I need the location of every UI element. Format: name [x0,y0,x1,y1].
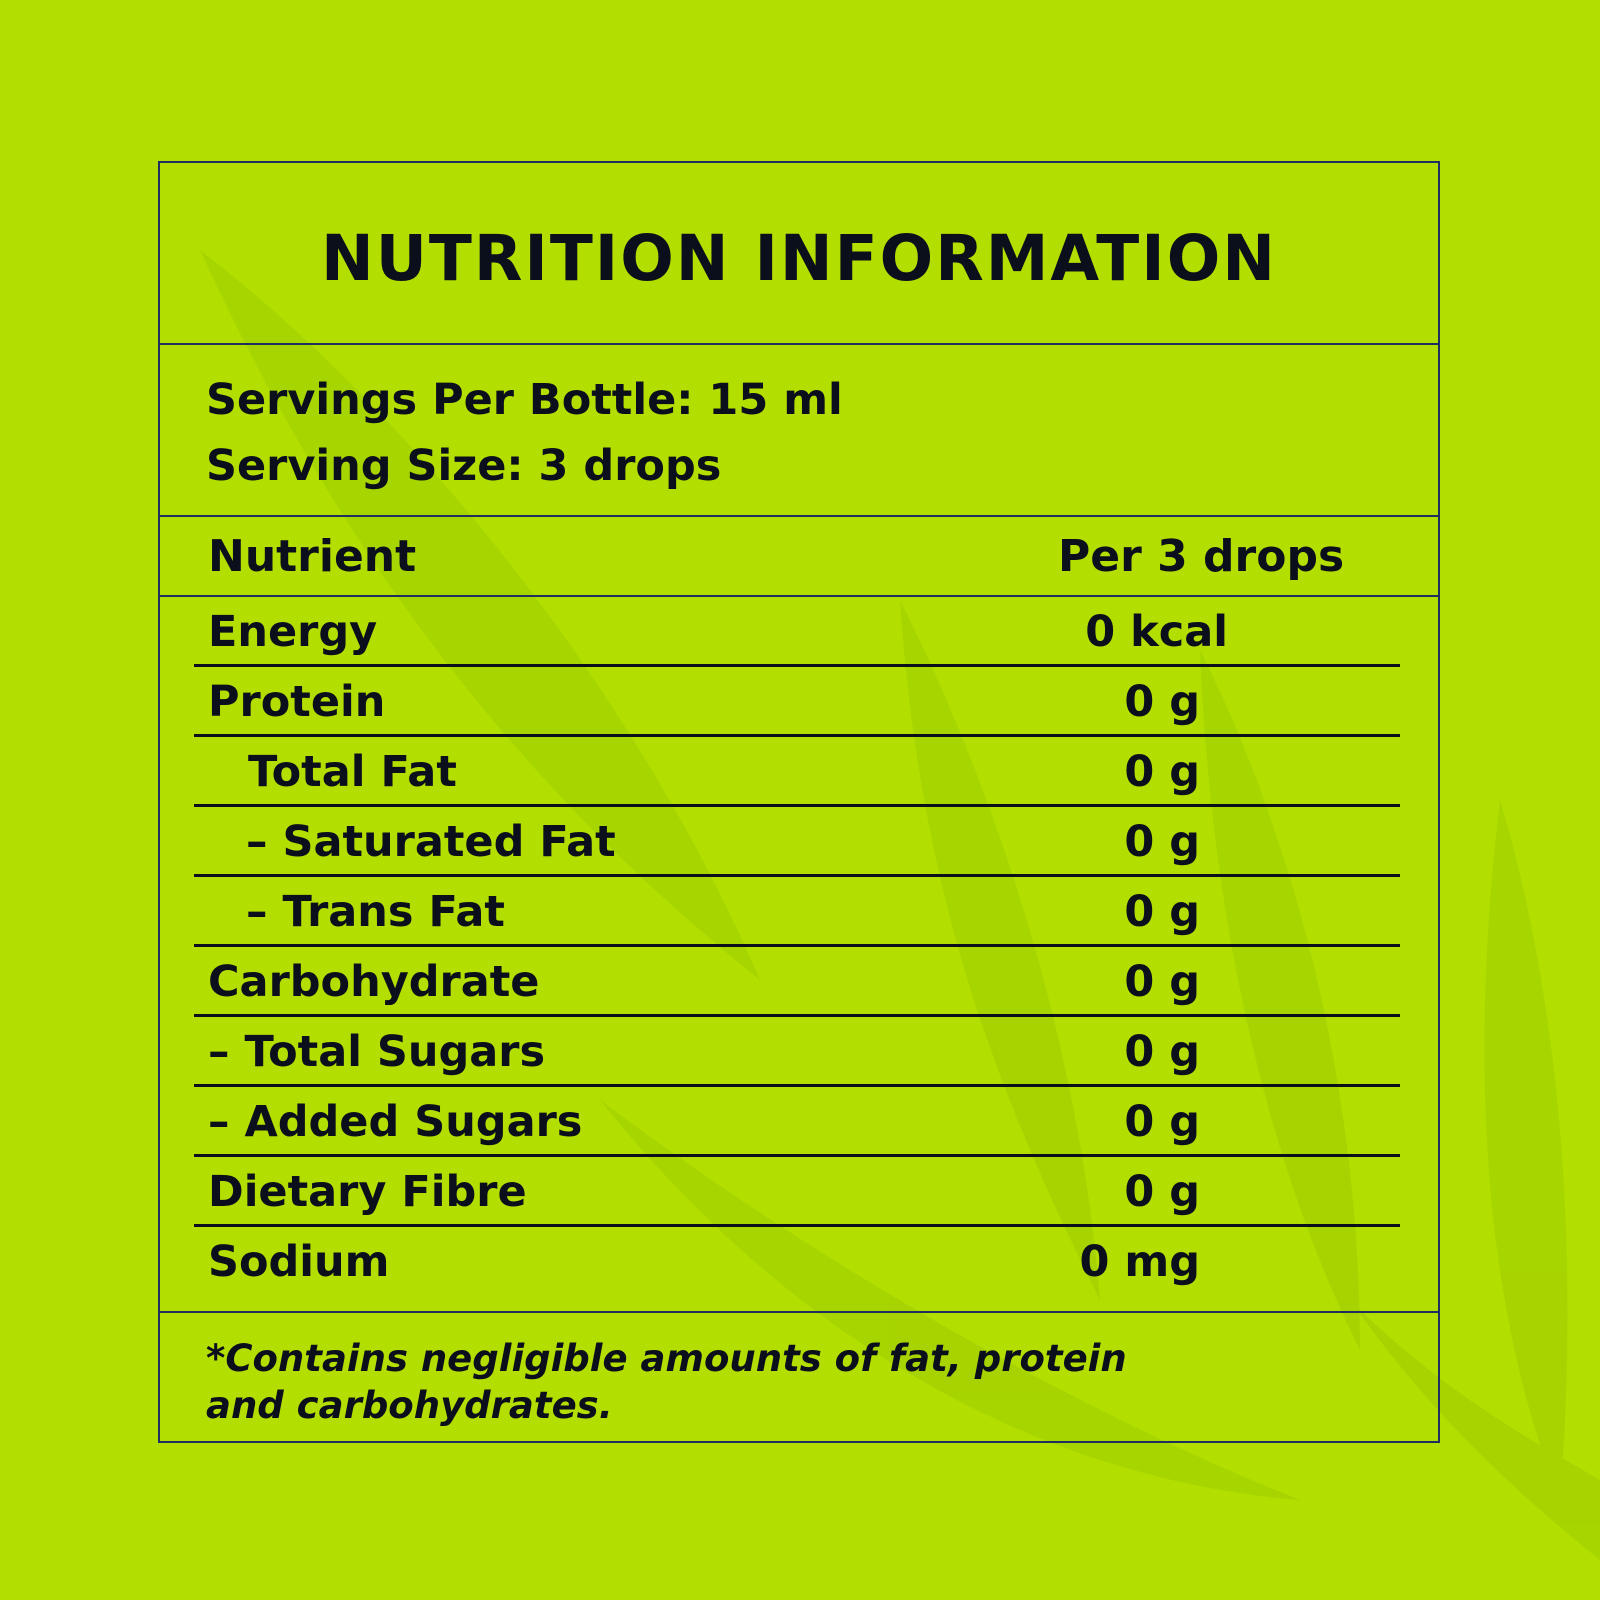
nutrient-value: 0 g [1124,887,1200,937]
table-row: Sodium 0 mg [160,1227,1438,1297]
nutrient-name: – Saturated Fat [246,817,616,867]
table-row: Total Fat 0 g [160,737,1438,807]
title-section: NUTRITION INFORMATION [160,163,1438,345]
nutrient-name: Dietary Fibre [208,1167,527,1217]
nutrient-value: 0 g [1124,1027,1200,1077]
serving-size: Serving Size: 3 drops [206,441,722,491]
table-row: Carbohydrate 0 g [160,947,1438,1017]
nutrient-name: – Added Sugars [208,1097,583,1147]
nutrient-name: – Trans Fat [246,887,505,937]
nutrient-name: Carbohydrate [208,957,540,1007]
row-divider [194,1084,1400,1087]
nutrient-name: Protein [208,677,386,727]
footnote: *Contains negligible amounts of fat, pro… [206,1337,1127,1427]
row-divider [194,1154,1400,1157]
row-divider [194,874,1400,877]
row-divider [194,1224,1400,1227]
nutrient-name: Total Fat [248,747,457,797]
table-row: – Trans Fat 0 g [160,877,1438,947]
header-nutrient: Nutrient [208,531,417,582]
nutrient-name: Sodium [208,1237,390,1287]
row-divider [194,734,1400,737]
table-row: Energy 0 kcal [160,597,1438,667]
header-per-serving: Per 3 drops [1058,531,1345,582]
footnote-section: *Contains negligible amounts of fat, pro… [160,1311,1438,1443]
nutrient-name: – Total Sugars [208,1027,546,1077]
row-divider [194,804,1400,807]
table-row: – Added Sugars 0 g [160,1087,1438,1157]
table-row: – Saturated Fat 0 g [160,807,1438,877]
table-row: Dietary Fibre 0 g [160,1157,1438,1227]
row-divider [194,1014,1400,1017]
nutrition-panel: NUTRITION INFORMATION Servings Per Bottl… [158,161,1440,1443]
table-row: – Total Sugars 0 g [160,1017,1438,1087]
table-header: Nutrient Per 3 drops [160,517,1438,597]
nutrient-value: 0 kcal [1085,607,1228,657]
nutrient-value: 0 g [1124,957,1200,1007]
page-title: NUTRITION INFORMATION [321,221,1277,295]
nutrient-value: 0 g [1124,1097,1200,1147]
nutrient-value: 0 mg [1079,1237,1200,1287]
nutrient-value: 0 g [1124,677,1200,727]
row-divider [194,664,1400,667]
nutrient-value: 0 g [1124,1167,1200,1217]
nutrient-value: 0 g [1124,747,1200,797]
serving-info: Servings Per Bottle: 15 ml Serving Size:… [160,345,1438,517]
servings-per-bottle: Servings Per Bottle: 15 ml [206,375,843,425]
row-divider [194,944,1400,947]
nutrient-value: 0 g [1124,817,1200,867]
table-row: Protein 0 g [160,667,1438,737]
nutrient-name: Energy [208,607,378,657]
